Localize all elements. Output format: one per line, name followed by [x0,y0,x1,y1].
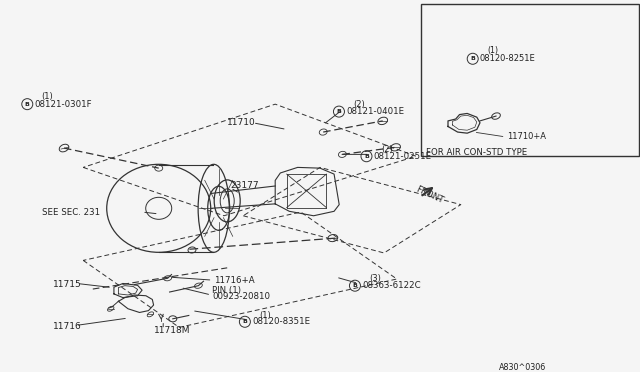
Text: 08120-8251E: 08120-8251E [480,54,536,63]
Text: B: B [25,102,29,107]
Text: B: B [353,283,357,288]
Text: 23177: 23177 [230,182,259,190]
Text: (2): (2) [353,100,365,109]
Text: 08121-0251E: 08121-0251E [374,152,431,161]
Text: 08121-0301F: 08121-0301F [35,100,92,109]
Text: B: B [470,56,475,61]
Text: (1): (1) [488,46,499,55]
Text: 08121-0401E: 08121-0401E [346,107,404,116]
Text: (3): (3) [369,275,381,283]
Text: 11718M: 11718M [154,326,190,335]
Text: FOR AIR CON-STD TYPE: FOR AIR CON-STD TYPE [426,148,527,157]
Text: (1): (1) [42,92,53,101]
Text: SEE SEC. 231: SEE SEC. 231 [42,208,100,217]
Text: 08363-6122C: 08363-6122C [362,281,420,290]
Text: FRONT: FRONT [414,185,445,205]
Text: B: B [364,154,369,159]
Text: 11710+A: 11710+A [508,132,547,141]
Text: (1): (1) [259,311,271,320]
Text: 00923-20810: 00923-20810 [212,292,271,301]
Text: B: B [337,109,341,114]
Text: B: B [243,319,247,324]
Text: PIN (1): PIN (1) [212,286,241,295]
Text: 11716: 11716 [53,322,82,331]
Text: A830^0306: A830^0306 [499,363,547,372]
Text: 11715: 11715 [52,280,81,289]
Text: (2): (2) [381,145,392,154]
Text: 08120-8351E: 08120-8351E [252,317,310,326]
Bar [421,4,639,156]
Text: 11710: 11710 [227,118,256,126]
Text: 11716+A: 11716+A [214,276,254,285]
